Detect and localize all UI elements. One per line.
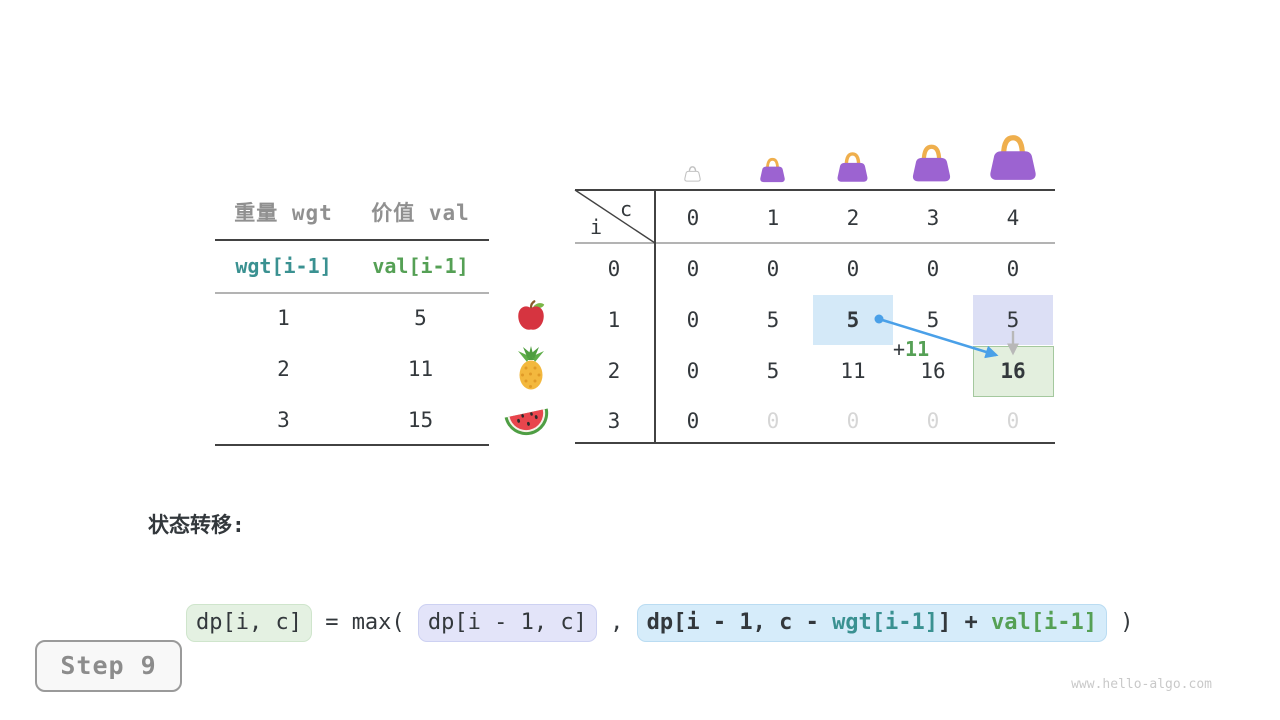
dp-cell: 5 [926, 308, 940, 332]
dp-cell-source: 5 [846, 308, 860, 332]
dp-row-header: 0 [607, 257, 621, 281]
item-value: 15 [407, 408, 434, 432]
formula-arg2-prefix: dp[i - 1, c - [646, 610, 833, 635]
added-value: 11 [905, 337, 930, 361]
dp-row-header: 3 [607, 409, 621, 433]
watermelon-icon [504, 408, 549, 436]
formula-lhs-pill: dp[i, c] [185, 604, 312, 642]
dp-cell: 0 [846, 257, 860, 281]
item-value: 5 [414, 306, 427, 330]
dp-col-header: 1 [766, 206, 780, 230]
state-transition-heading: 状态转移: [148, 513, 245, 537]
dp-cell: 0 [926, 257, 940, 281]
item-table-header-value: 价值 val [371, 201, 470, 225]
watermark: www.hello-algo.com [1071, 677, 1212, 692]
dp-cell: 0 [1006, 409, 1020, 433]
dp-col-header: 3 [926, 206, 940, 230]
item-table-top-rule [215, 239, 489, 241]
dp-cell: 11 [840, 359, 866, 383]
formula-arg2-pill: dp[i - 1, c - wgt[i-1]] + val[i-1] [636, 604, 1107, 642]
item-table-header-row: 重量 wgt 价值 val [215, 197, 489, 227]
item-table-bottom-rule [215, 444, 489, 446]
dp-corner-col-label: c [619, 197, 633, 221]
state-transition-formula: dp[i, c] = max( dp[i - 1, c] , dp[i - 1,… [133, 560, 1133, 642]
dp-cell: 0 [686, 257, 700, 281]
capacity-2-bag-icon [837, 152, 868, 182]
dp-table-row: 0 5 11 16 16 [653, 346, 1053, 396]
formula-comma: , [596, 610, 637, 635]
item-weight: 3 [277, 408, 290, 432]
item-table-index-row: wgt[i-1] val[i-1] [215, 254, 489, 278]
dp-cell: 16 [920, 359, 946, 383]
dp-cell: 0 [926, 409, 940, 433]
item-row: 1 5 [215, 306, 489, 330]
dp-table-top-rule [575, 189, 1055, 191]
dp-col-header-row: 0 1 2 3 4 [653, 193, 1053, 243]
dp-cell: 0 [846, 409, 860, 433]
capacity-4-bag-icon [990, 135, 1036, 180]
dp-cell-prev: 5 [1006, 308, 1020, 332]
formula-arg2-wgt: wgt[i-1] [832, 610, 939, 635]
dp-col-header: 2 [846, 206, 860, 230]
dp-cell: 0 [1006, 257, 1020, 281]
formula-arg1-pill: dp[i - 1, c] [417, 604, 597, 642]
dp-cell: 0 [686, 409, 700, 433]
formula-op: = max( [311, 610, 418, 635]
dp-table-vertical-rule [654, 189, 656, 444]
item-row: 2 11 [215, 357, 489, 381]
dp-table-bottom-rule [575, 442, 1055, 444]
item-weight: 2 [277, 357, 290, 381]
dp-cell: 5 [766, 308, 780, 332]
apple-icon [518, 300, 545, 330]
add-value-label: +11 [893, 337, 929, 361]
dp-corner-row-label: i [589, 215, 603, 239]
capacity-0-bag-icon [684, 166, 701, 182]
step-badge: Step 9 [35, 640, 182, 692]
wgt-index-label: wgt[i-1] [235, 254, 332, 278]
dp-cell: 5 [766, 359, 780, 383]
dp-cell: 0 [686, 359, 700, 383]
dp-cell: 0 [766, 409, 780, 433]
dp-col-header: 4 [1006, 206, 1020, 230]
pineapple-icon [518, 346, 544, 390]
item-table-header-weight: 重量 wgt [234, 201, 333, 225]
dp-table-row: 0 5 5 5 5 [653, 295, 1053, 345]
formula-arg2-val: val[i-1] [991, 610, 1097, 635]
dp-table-header-rule [575, 242, 1055, 244]
dp-cell: 0 [686, 308, 700, 332]
val-index-label: val[i-1] [372, 254, 469, 278]
item-table-mid-rule [215, 292, 489, 294]
dp-row-header: 1 [607, 308, 621, 332]
dp-cell-target: 16 [1000, 359, 1026, 383]
item-weight: 1 [277, 306, 290, 330]
dp-cell: 0 [766, 257, 780, 281]
dp-table-row: 0 0 0 0 0 [653, 244, 1053, 294]
dp-table-row: 0 0 0 0 0 [653, 396, 1053, 446]
dp-col-header: 0 [686, 206, 700, 230]
item-value: 11 [407, 357, 434, 381]
formula-arg2-mid: ] + [938, 610, 992, 635]
capacity-1-bag-icon [760, 157, 785, 183]
item-row: 3 15 [215, 408, 489, 432]
dp-row-header: 2 [607, 359, 621, 383]
formula-close: ) [1106, 610, 1134, 635]
capacity-3-bag-icon [912, 144, 951, 182]
plus-sign: + [893, 337, 906, 361]
